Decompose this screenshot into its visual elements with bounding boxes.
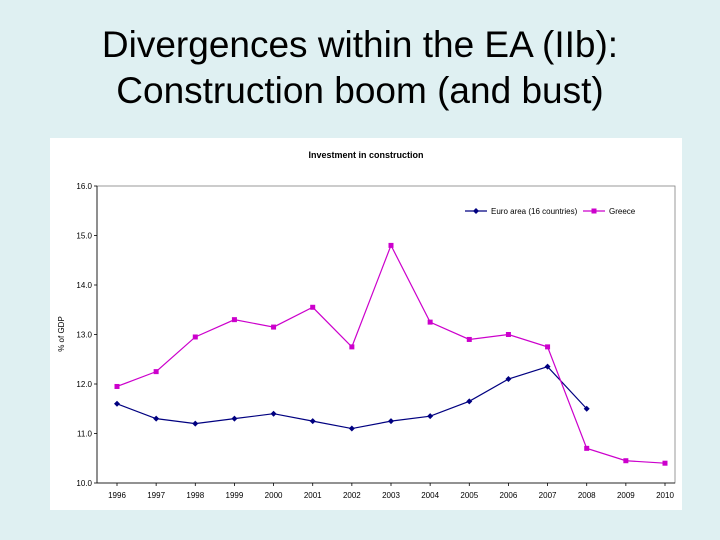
data-point bbox=[466, 336, 472, 342]
data-point bbox=[623, 458, 629, 464]
chart-title: Investment in construction bbox=[308, 150, 423, 160]
data-point bbox=[583, 405, 590, 412]
x-tick-label: 1998 bbox=[186, 491, 204, 500]
plot-area-frame bbox=[96, 185, 676, 484]
y-tick-label: 10.0 bbox=[76, 479, 92, 488]
x-tick-label: 2003 bbox=[382, 491, 400, 500]
x-tick-label: 2010 bbox=[656, 491, 674, 500]
data-point bbox=[114, 400, 120, 407]
data-point bbox=[544, 363, 551, 370]
data-point bbox=[388, 418, 394, 425]
data-point bbox=[545, 344, 551, 350]
data-point bbox=[114, 383, 120, 389]
y-tick-label: 11.0 bbox=[77, 430, 93, 439]
axes: 10.0 11.0 12.0 13.0 14.0 15.0 16.0 1996 1997 1998… bbox=[76, 182, 676, 500]
data-point bbox=[153, 415, 160, 422]
x-tick-label: 1996 bbox=[108, 491, 126, 500]
data-point bbox=[192, 420, 199, 427]
data-point bbox=[662, 460, 668, 466]
chart-panel: Investment in construction % of GDP 10.0… bbox=[50, 138, 682, 510]
data-point bbox=[505, 376, 512, 383]
y-tick-label: 16.0 bbox=[76, 182, 92, 191]
y-axis-label: % of GDP bbox=[57, 316, 66, 352]
x-tick-label: 1999 bbox=[226, 491, 244, 500]
legend-label: Euro area (16 countries) bbox=[491, 207, 578, 216]
legend-marker bbox=[473, 208, 479, 214]
data-point bbox=[192, 334, 198, 340]
x-tick-label: 2000 bbox=[265, 491, 283, 500]
y-tick-label: 13.0 bbox=[76, 331, 92, 340]
data-point bbox=[309, 418, 316, 425]
series-1 bbox=[114, 363, 590, 432]
legend-label: Greece bbox=[609, 207, 636, 216]
data-point bbox=[584, 445, 590, 451]
data-point bbox=[388, 242, 394, 248]
x-tick-label: 2001 bbox=[304, 491, 322, 500]
series-line bbox=[116, 243, 666, 464]
x-tick-label: 2007 bbox=[539, 491, 557, 500]
series-2 bbox=[114, 242, 668, 466]
data-point bbox=[271, 324, 277, 330]
x-tick-label: 2004 bbox=[421, 491, 439, 500]
data-point bbox=[427, 319, 433, 325]
y-tick-label: 12.0 bbox=[76, 380, 92, 389]
legend-marker bbox=[591, 208, 597, 214]
data-point bbox=[153, 369, 159, 375]
data-point bbox=[349, 344, 355, 350]
y-tick-label: 15.0 bbox=[76, 232, 92, 241]
series-layer bbox=[114, 242, 668, 466]
data-point bbox=[231, 317, 237, 323]
slide-title: Divergences within the EA (IIb): Constru… bbox=[0, 22, 720, 114]
line-chart: Investment in construction % of GDP 10.0… bbox=[57, 150, 676, 500]
y-tick-label: 14.0 bbox=[76, 281, 92, 290]
slide-title-line-1: Divergences within the EA (IIb): bbox=[101, 24, 619, 65]
data-point bbox=[348, 425, 355, 432]
data-point bbox=[466, 398, 473, 405]
data-point bbox=[231, 415, 238, 422]
legend: Euro area (16 countries) Greece bbox=[465, 207, 636, 216]
x-tick-label: 1997 bbox=[147, 491, 165, 500]
data-point bbox=[427, 413, 434, 420]
data-point bbox=[505, 332, 511, 337]
x-tick-label: 2002 bbox=[343, 491, 361, 500]
x-tick-label: 2009 bbox=[617, 491, 635, 500]
data-point bbox=[270, 410, 277, 417]
slide-title-line-2: Construction boom (and bust) bbox=[116, 70, 604, 111]
x-tick-label: 2005 bbox=[460, 491, 478, 500]
data-point bbox=[310, 304, 316, 310]
x-tick-label: 2008 bbox=[578, 491, 596, 500]
series-line bbox=[116, 365, 588, 430]
x-tick-label: 2006 bbox=[500, 491, 518, 500]
